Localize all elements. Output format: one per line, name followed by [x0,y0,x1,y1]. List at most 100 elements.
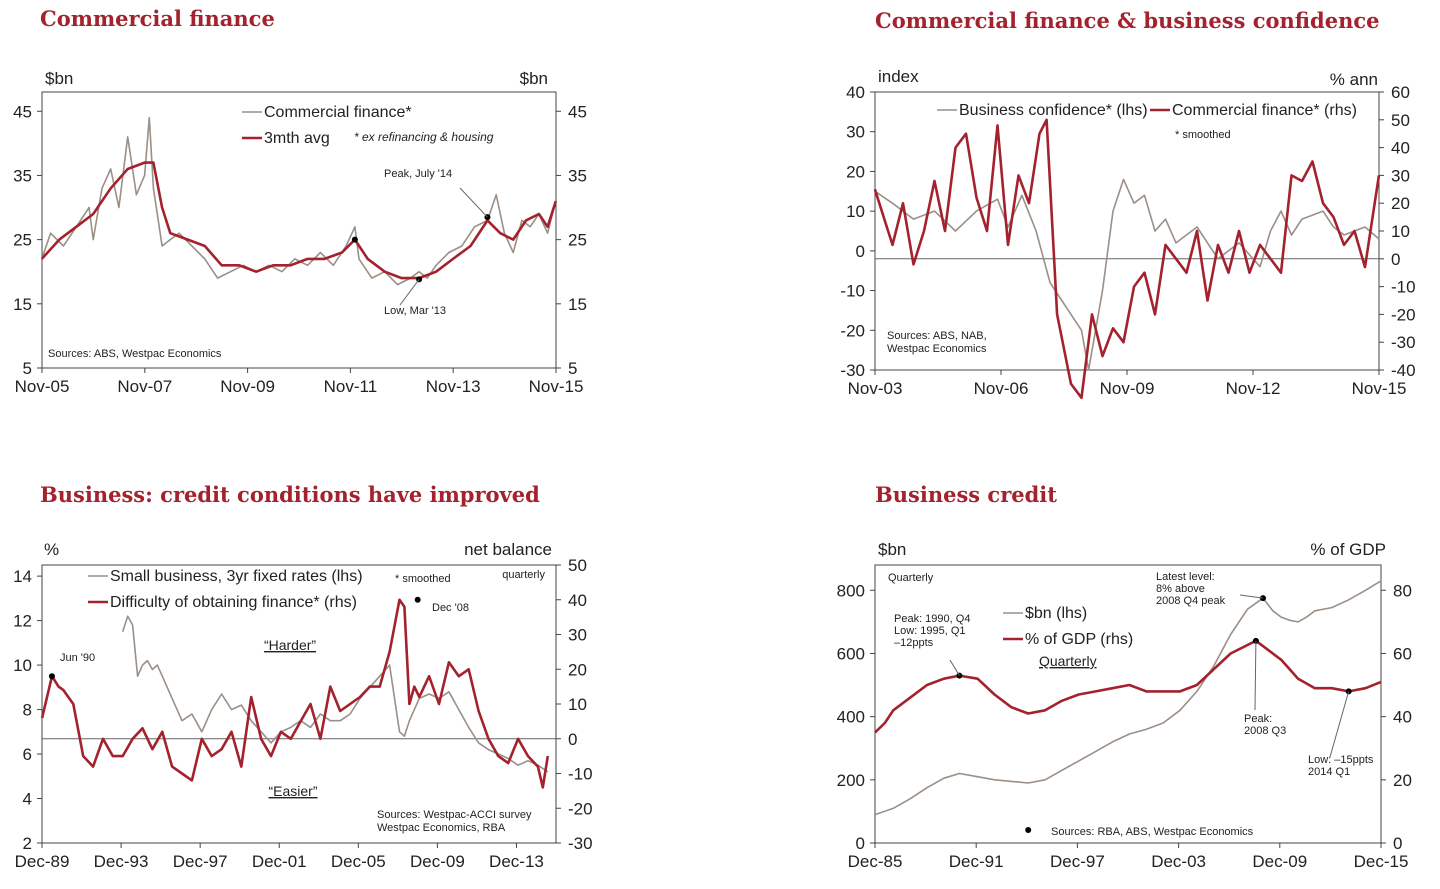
x-tick-label: Nov-09 [1100,379,1155,398]
legend-label: Small business, 3yr fixed rates (lhs) [110,568,363,585]
marked-point [351,236,358,243]
y-tick-label-right: -40 [1391,361,1416,380]
legend-label: $bn (lhs) [1025,605,1087,622]
y-tick-label-right: 5 [568,359,577,378]
annotation-leader [1329,691,1350,758]
chart-4-title: Business credit [875,482,1057,507]
y-tick-label-right: -30 [1391,333,1416,352]
y-tick-label-left: 20 [846,162,865,181]
y-tick-label-left: 4 [23,790,32,809]
x-tick-label: Dec-93 [94,852,149,871]
legend-label: Business confidence* (lhs) [959,102,1148,119]
annotation-label: Latest level: 8% above 2008 Q4 peak [1156,571,1226,607]
x-tick-label: Nov-13 [426,377,481,396]
y-tick-label-left: -10 [840,282,865,301]
y-tick-label-left: 5 [23,359,32,378]
frequency-label: quarterly [502,569,545,581]
y-tick-label-right: 20 [568,660,587,679]
y-tick-label-left: 35 [13,166,32,185]
y-tick-label-right: 10 [568,695,587,714]
x-tick-label: Dec-09 [410,852,465,871]
x-tick-label: Dec-89 [15,852,70,871]
y-axis-label-right: $bn [520,69,548,88]
x-tick-label: Dec-01 [252,852,307,871]
series-line-2 [40,598,550,789]
footnote: * smoothed [395,573,451,585]
annotation-label: Jun '90 [60,652,95,664]
y-tick-label-left: 400 [837,708,865,727]
y-tick-label-right: 0 [568,730,577,749]
legend-label: Commercial finance* (rhs) [1172,102,1357,119]
series-line-1 [874,580,1382,816]
x-tick-label: Dec-09 [1252,852,1307,871]
chart-3-title: Business: credit conditions have improve… [40,482,540,507]
footnote: * smoothed [1175,129,1231,141]
y-axis-label-left: $bn [878,540,906,559]
x-tick-label: Dec-97 [173,852,228,871]
series-line-2 [874,639,1382,734]
annotation-label: Dec '08 [432,602,469,614]
y-tick-label-right: 30 [1391,166,1410,185]
annotation-label: Peak: 2008 Q3 [1244,713,1286,737]
marked-point [1025,827,1032,834]
y-tick-label-left: 30 [846,123,865,142]
annotation-label: Peak: 1990, Q4 Low: 1995, Q1 –12ppts [894,613,970,649]
x-tick-label: Dec-85 [848,852,903,871]
y-axis-label-right: % ann [1330,70,1378,89]
annotation-leader [949,659,960,676]
source-note: Sources: Westpac-ACCI survey Westpac Econ… [377,809,532,834]
y-tick-label-left: 10 [13,656,32,675]
y-tick-label-right: 10 [1391,222,1410,241]
y-axis-label-right: % of GDP [1310,540,1386,559]
x-tick-label: Dec-05 [331,852,386,871]
y-tick-label-right: 30 [568,626,587,645]
legend-label: % of GDP (rhs) [1025,631,1133,648]
chart-credit-conditions: 2 4 6 8 10 12 14 -30 -20 -10 0 10 20 30 40 50 Dec-89 Dec-… [13,540,593,871]
plot-frame [41,91,557,369]
annotation-dot [48,673,55,680]
y-tick-label-right: 0 [1393,834,1402,853]
y-tick-label-right: 60 [1391,83,1410,102]
y-tick-label-left: 0 [856,834,865,853]
y-tick-label-left: 40 [846,83,865,102]
annotation-dot [1252,637,1259,644]
x-tick-label: Dec-97 [1050,852,1105,871]
legend-label: Commercial finance* [264,104,412,121]
frequency-label: Quarterly [1039,653,1097,669]
annotation-leader [1254,640,1257,711]
footnote: * ex refinancing & housing [354,130,494,144]
x-tick-label: Nov-09 [220,377,275,396]
chart-commercial-finance-confidence: -30 -20 -10 0 10 20 30 40 -40 -30 -20 -10 0 10 20 30 40 5… [840,67,1416,400]
y-tick-label-left: 2 [23,834,32,853]
zone-label: “Easier” [268,783,317,799]
annotation-dot [414,596,421,603]
y-tick-label-right: 15 [568,295,587,314]
x-tick-label: Dec-13 [489,852,544,871]
x-tick-label: Nov-15 [529,377,584,396]
plot-frame [874,564,1382,844]
y-tick-label-left: 15 [13,295,32,314]
x-tick-label: Nov-07 [117,377,172,396]
y-tick-label-left: -20 [840,321,865,340]
y-tick-label-right: 0 [1391,250,1400,269]
x-tick-label: Dec-15 [1354,852,1409,871]
y-tick-label-left: -30 [840,361,865,380]
chart-1-title: Commercial finance [40,6,275,31]
chart-business-credit: 0 200 400 600 800 0 20 40 60 80 Dec-85 Dec-91 Dec-97… [837,540,1412,871]
annotation-leader [1239,594,1264,599]
x-tick-label: Nov-03 [848,379,903,398]
x-tick-label: Nov-06 [974,379,1029,398]
y-tick-label-left: 6 [23,745,32,764]
y-tick-label-left: 45 [13,102,32,121]
y-tick-label-left: 10 [846,202,865,221]
y-tick-label-right: 20 [1391,194,1410,213]
y-tick-label-right: -10 [1391,278,1416,297]
annotation-leader [459,187,488,218]
source-note: Sources: ABS, NAB, Westpac Economics [887,330,987,355]
frequency-label: Quarterly [888,572,934,584]
y-tick-label-left: 8 [23,701,32,720]
y-tick-label-right: 45 [568,102,587,121]
y-tick-label-right: -20 [1391,305,1416,324]
y-tick-label-left: 12 [13,612,32,631]
y-tick-label-left: 800 [837,581,865,600]
